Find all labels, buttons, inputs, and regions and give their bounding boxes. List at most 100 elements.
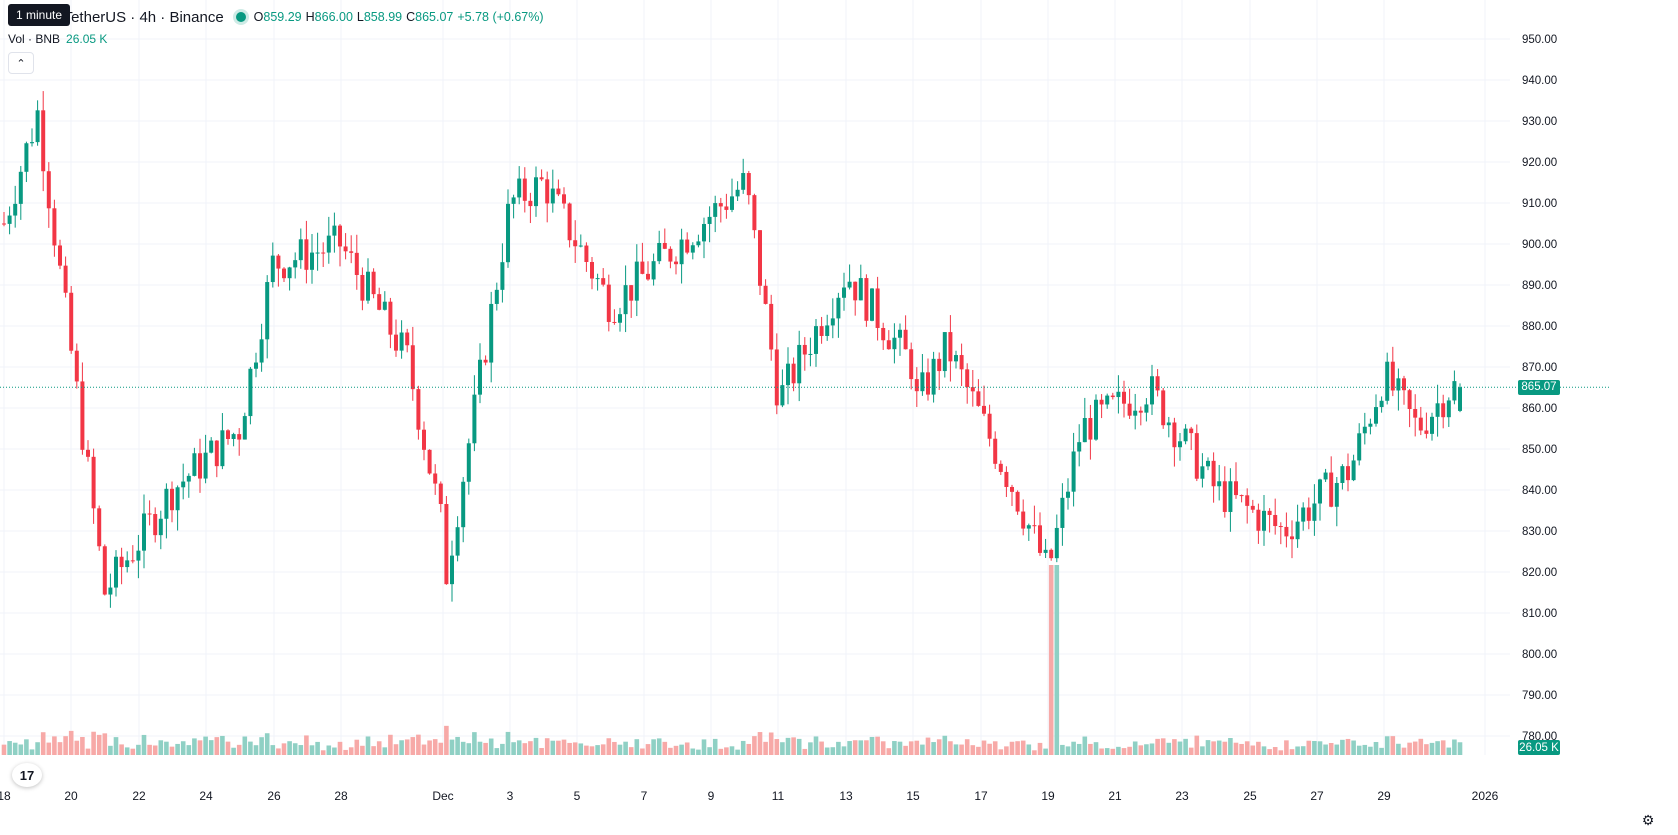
volume-bar [320,750,326,755]
volume-bar [270,745,276,755]
volume-bar [953,744,959,755]
candle-body [746,173,751,196]
volume-bar [1160,738,1166,755]
volume-bar [808,742,813,755]
candle-body [730,196,734,210]
candle-body [982,405,986,414]
candle-body [1284,526,1289,537]
volume-bar [600,744,606,755]
candle-body [1228,481,1233,512]
candle-body [1441,403,1446,418]
candle-body [1396,378,1401,391]
volume-bar [1452,739,1457,755]
volume-bar [108,745,113,755]
candle-body [343,246,348,252]
candle-body [136,550,141,561]
volume-bar [1194,735,1200,755]
candle-body [315,252,320,254]
volume-bar [292,743,298,755]
volume-bar [376,741,382,755]
volume-bar [729,746,735,755]
volume-bar [959,744,964,755]
candle-body [13,203,18,216]
volume-bar [354,739,360,755]
candle-body [539,177,544,180]
candle-body [1054,527,1059,559]
volume-bar [1300,746,1306,755]
volume-bar [1071,741,1076,755]
candle-body [321,252,326,254]
volume-bar [326,745,332,755]
volume-bar [421,744,427,755]
volume-bar [1093,742,1099,755]
price-tick-label: 940.00 [1522,75,1557,87]
candle-body [562,194,566,204]
candle-body [114,556,118,588]
candle-body [377,294,382,310]
volume-bar [432,739,438,755]
volume-bar [466,743,472,755]
candle-body [909,349,914,380]
volume-bar [236,744,242,755]
candle-body [1032,525,1037,527]
price-tick-label: 890.00 [1522,280,1557,292]
candle-body [1004,471,1009,487]
volume-bar [572,742,578,755]
candle-body [1346,466,1350,481]
candle-body [1458,387,1462,411]
candle-body [819,326,824,336]
volume-bar [248,741,253,755]
candle-body [450,555,454,585]
candle-body [1340,466,1345,483]
volume-bar [1328,743,1334,755]
candle-body [987,413,992,439]
volume-bar [309,745,315,755]
candle-body [718,203,723,207]
candle-body [119,556,124,568]
volume-bar [175,743,180,755]
candle-body [461,481,466,528]
candle-body [612,321,617,323]
candle-body [976,391,981,406]
candle-body [1194,433,1199,479]
candle-body [668,248,673,262]
collapse-legend-button[interactable]: ⌃ [8,52,34,74]
volume-bar [1261,746,1267,755]
candle-body [1351,460,1356,481]
volume-bar [455,736,460,755]
candle-body [791,363,796,384]
candle-body [1222,481,1227,512]
candle-body [1318,479,1322,504]
candle-body [35,110,40,143]
candle-body [1116,391,1121,398]
volume-bar [936,739,942,755]
volume-bar [1429,742,1435,755]
volume-bar [1015,741,1020,755]
volume-bar [505,731,511,755]
candle-body [1127,403,1132,416]
volume-bar [1065,746,1071,755]
volume-bar [841,746,847,755]
candle-body [769,303,774,350]
candle-body [674,261,678,265]
candle-body [1060,497,1065,528]
time-tick-label: 27 [1310,789,1324,803]
price-tick-label: 930.00 [1522,116,1557,128]
volume-bar [141,734,147,755]
volume-bar [203,736,208,755]
volume-bar [1099,748,1104,755]
gear-icon[interactable]: ⚙ [1641,811,1655,828]
volume-bar [393,744,399,755]
tradingview-logo-icon[interactable]: 17 [12,763,42,787]
volume-bar [679,744,684,755]
volume-bar [119,744,124,755]
candle-body [455,527,460,556]
candle-body [774,349,779,406]
volume-bar [1446,747,1452,755]
volume-bar [992,741,998,755]
volume-legend[interactable]: Vol · BNB 26.05 K [8,32,107,46]
volume-bar [208,740,214,755]
symbol-legend[interactable]: e Coin / TetherUS · 4h · Binance O859.29… [8,7,544,27]
volume-bar [673,745,679,755]
